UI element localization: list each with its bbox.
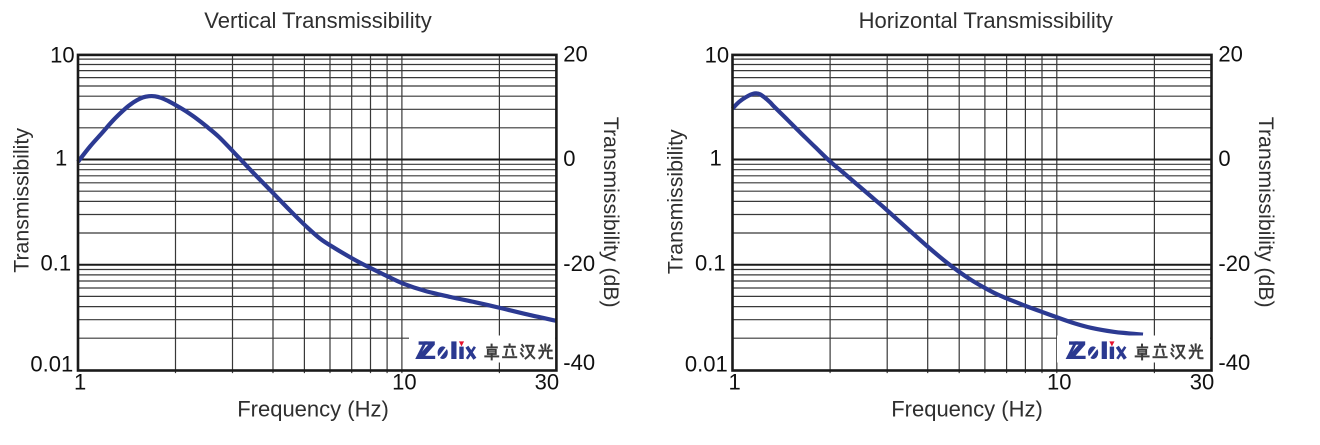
svg-text:30: 30: [535, 370, 559, 395]
svg-text:0.01: 0.01: [685, 352, 728, 377]
svg-text:-20: -20: [563, 251, 595, 276]
svg-text:20: 20: [1218, 42, 1242, 67]
svg-text:Transmissibility (dB): Transmissibility (dB): [599, 117, 623, 308]
svg-text:1: 1: [55, 146, 67, 171]
svg-text:0: 0: [1218, 146, 1230, 171]
svg-text:Transmissibility (dB): Transmissibility (dB): [1254, 117, 1278, 308]
svg-text:10: 10: [1047, 370, 1071, 395]
svg-text:Horizontal Transmissibility: Horizontal Transmissibility: [859, 8, 1113, 33]
svg-text:0.1: 0.1: [41, 250, 72, 275]
svg-text:-40: -40: [563, 350, 595, 375]
svg-text:20: 20: [563, 42, 587, 67]
svg-text:Transmissibility: Transmissibility: [10, 128, 34, 273]
svg-text:Vertical Transmissibility: Vertical Transmissibility: [204, 8, 431, 33]
svg-text:-20: -20: [1218, 251, 1250, 276]
svg-text:10: 10: [392, 370, 416, 395]
svg-text:30: 30: [1190, 370, 1214, 395]
svg-text:0: 0: [563, 146, 575, 171]
svg-text:Transmissibility: Transmissibility: [664, 129, 688, 274]
svg-text:10: 10: [705, 42, 729, 67]
svg-text:Frequency (Hz): Frequency (Hz): [237, 397, 389, 422]
svg-text:-40: -40: [1218, 350, 1250, 375]
svg-text:1: 1: [728, 370, 740, 395]
svg-text:1: 1: [74, 370, 86, 395]
svg-text:10: 10: [50, 42, 74, 67]
svg-text:0.01: 0.01: [30, 352, 73, 377]
svg-text:0.1: 0.1: [695, 250, 726, 275]
svg-text:1: 1: [709, 146, 721, 171]
svg-text:Frequency (Hz): Frequency (Hz): [891, 397, 1043, 422]
